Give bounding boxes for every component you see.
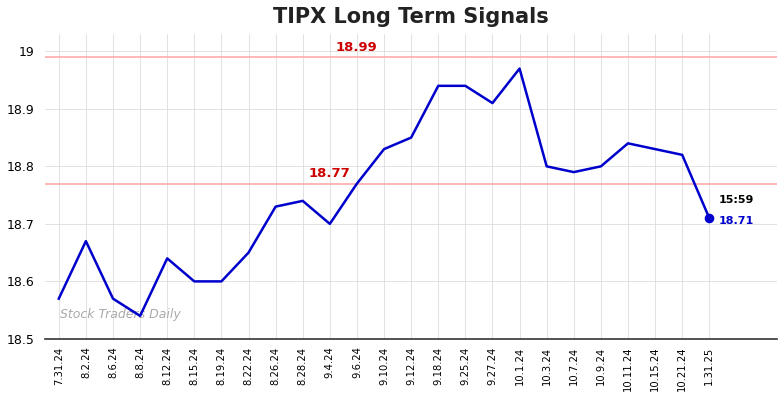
Text: 18.77: 18.77 (309, 167, 350, 180)
Text: 15:59: 15:59 (719, 195, 754, 205)
Title: TIPX Long Term Signals: TIPX Long Term Signals (274, 7, 549, 27)
Text: 18.99: 18.99 (336, 41, 378, 54)
Text: Stock Traders Daily: Stock Traders Daily (60, 308, 180, 321)
Text: 18.71: 18.71 (719, 217, 754, 226)
Point (703, 215, 716, 221)
